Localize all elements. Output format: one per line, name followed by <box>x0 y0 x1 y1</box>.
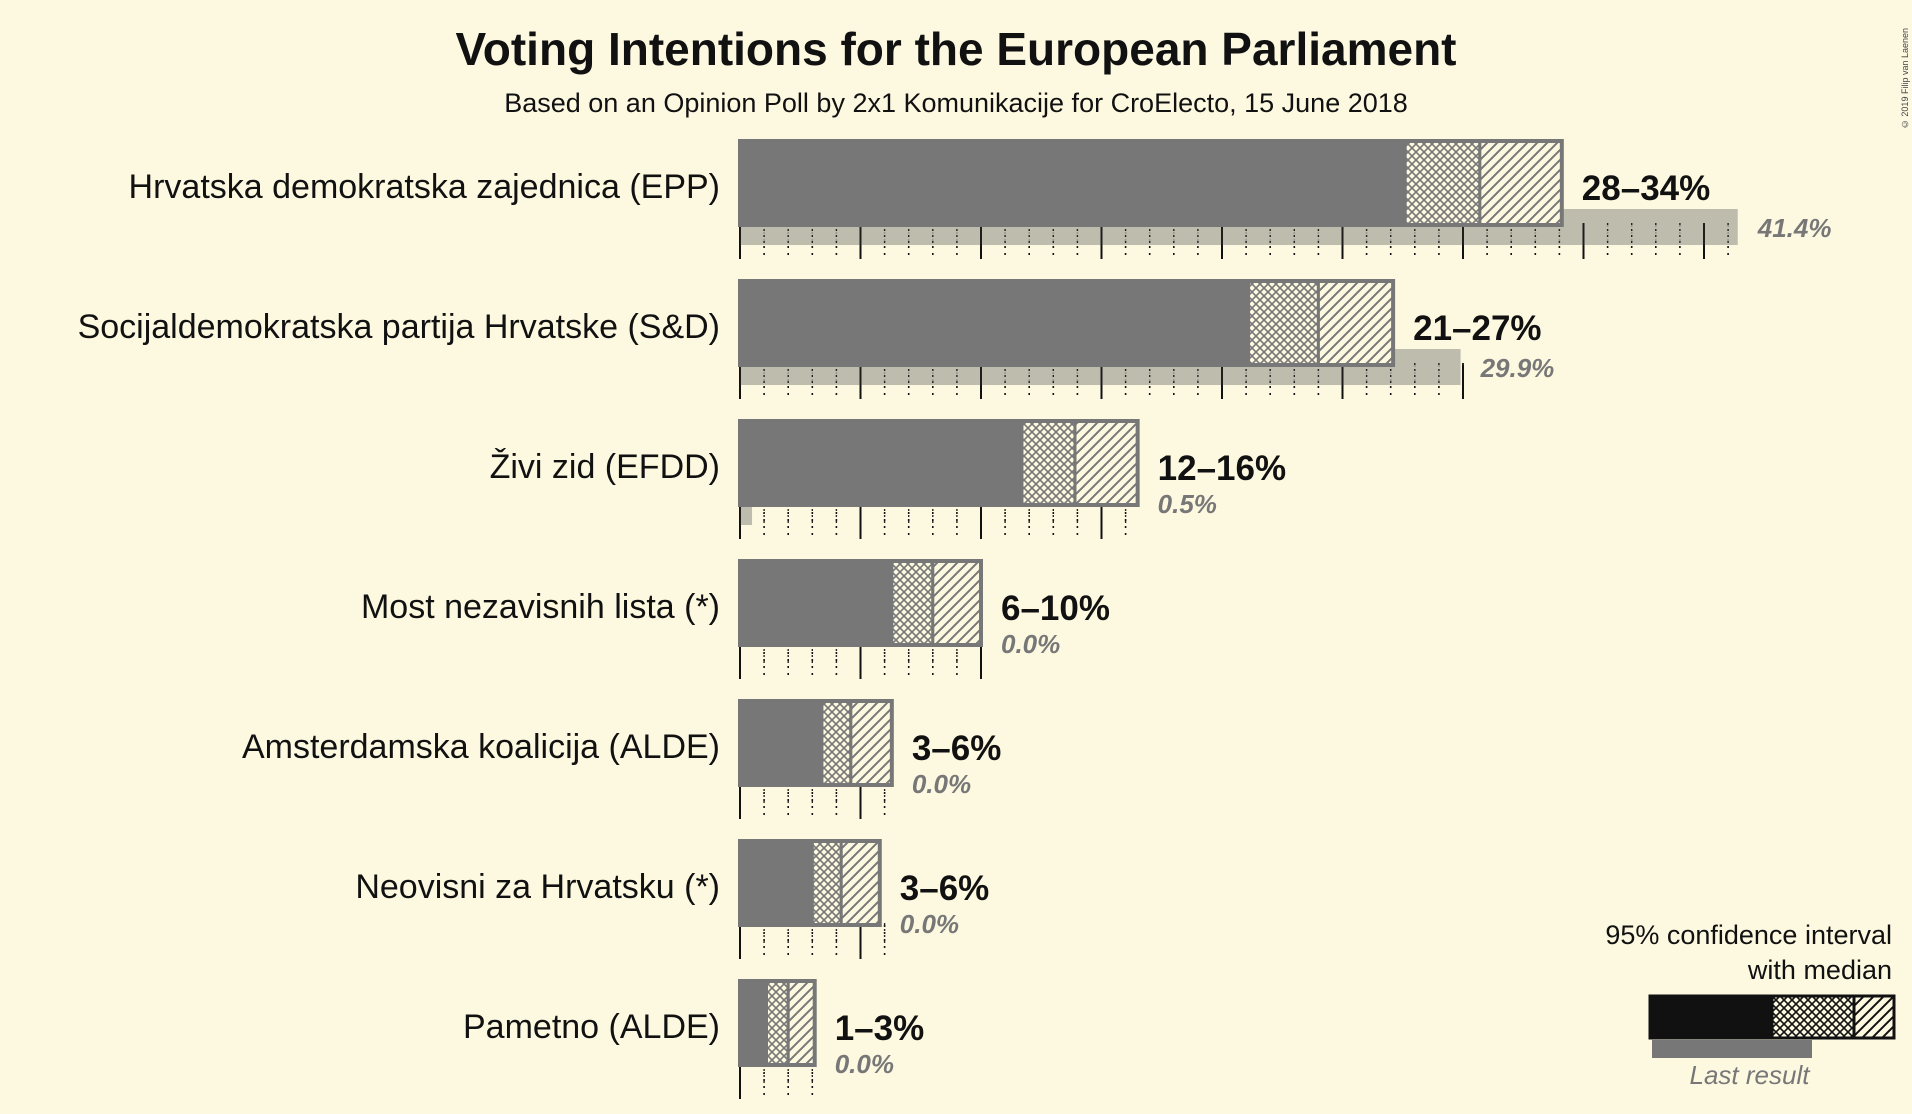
party-name-label: Pametno (ALDE) <box>463 1008 720 1046</box>
party-name-label: Most nezavisnih lista (*) <box>361 588 720 626</box>
bar-ci-lower <box>1403 139 1482 227</box>
party-name-label: Neovisni za Hrvatsku (*) <box>355 868 720 906</box>
range-label: 28–34% <box>1582 169 1710 208</box>
bar-ci-lower <box>1247 279 1320 367</box>
bar-ci-upper <box>839 839 882 927</box>
bar-ci-upper <box>1073 419 1140 507</box>
bar-solid <box>740 981 767 1065</box>
bar-outline <box>738 279 1396 367</box>
bar-ci-lower <box>1020 419 1077 507</box>
party-name-label: Amsterdamska koalicija (ALDE) <box>242 728 720 766</box>
party-name-label: Živi zid (EFDD) <box>490 448 720 486</box>
bar-ci-lower <box>810 839 843 927</box>
bar-outline <box>738 979 817 1067</box>
range-label: 6–10% <box>1001 589 1110 628</box>
legend <box>1648 994 1896 1058</box>
range-label: 12–16% <box>1158 449 1286 488</box>
range-label: 3–6% <box>912 729 1002 768</box>
legend-last-result-swatch <box>1652 1040 1812 1058</box>
bar-solid <box>740 281 1249 365</box>
party-rows: Hrvatska demokratska zajednica (EPP) 28–3… <box>78 139 1832 1099</box>
bar-outline <box>738 139 1564 227</box>
legend-bar-outline <box>1648 994 1896 1040</box>
party-row: Socijaldemokratska partija Hrvatske (S&D… <box>78 279 1555 399</box>
party-row: Amsterdamska koalicija (ALDE) 3–6%0.0% <box>242 699 1002 819</box>
party-name-label: Socijaldemokratska partija Hrvatske (S&D… <box>78 308 720 346</box>
legend-last-result-label: Last result <box>1689 1060 1810 1090</box>
bar-outline <box>738 419 1140 507</box>
last-result-label: 0.0% <box>1001 629 1060 659</box>
bar-ci-lower <box>890 559 935 647</box>
bar-solid <box>740 421 1022 505</box>
bar-ci-upper <box>786 979 817 1067</box>
party-row: Neovisni za Hrvatsku (*) 3–6%0.0% <box>355 839 990 959</box>
last-result-label: 0.0% <box>900 909 959 939</box>
legend-title-line1: 95% confidence interval <box>1605 920 1892 950</box>
party-row: Pametno (ALDE) 1–3%0.0% <box>463 979 925 1099</box>
legend-bar-crosshatch <box>1770 994 1856 1040</box>
bar-ci-lower <box>820 699 853 787</box>
range-label: 3–6% <box>900 869 990 908</box>
party-row: Živi zid (EFDD) 12–16%0.5% <box>490 419 1286 539</box>
legend-bar-solid <box>1650 996 1772 1038</box>
bar-ci-lower <box>765 979 790 1067</box>
bar-outline <box>738 839 882 927</box>
last-result-label: 0.5% <box>1158 489 1217 519</box>
bar-ci-upper <box>931 559 983 647</box>
bar-ci-upper <box>1316 279 1395 367</box>
bar-solid <box>740 841 813 925</box>
bar-solid <box>740 561 892 645</box>
bar-outline <box>738 699 894 787</box>
bar-solid <box>740 141 1406 225</box>
chart-subtitle: Based on an Opinion Poll by 2x1 Komunika… <box>504 88 1408 118</box>
party-row: Hrvatska demokratska zajednica (EPP) 28–3… <box>129 139 1832 259</box>
bar-solid <box>740 701 822 785</box>
last-result-label: 41.4% <box>1757 213 1832 243</box>
legend-title: 95% confidence interval with median <box>1532 918 1892 988</box>
last-result-label: 29.9% <box>1480 353 1555 383</box>
bar-outline <box>738 559 983 647</box>
bar-ci-upper <box>1478 139 1564 227</box>
range-label: 1–3% <box>835 1009 925 1048</box>
party-row: Most nezavisnih lista (*) 6–10%0.0% <box>361 559 1110 679</box>
last-result-label: 0.0% <box>912 769 971 799</box>
range-label: 21–27% <box>1413 309 1541 348</box>
chart-title: Voting Intentions for the European Parli… <box>455 23 1457 75</box>
party-name-label: Hrvatska demokratska zajednica (EPP) <box>129 168 720 206</box>
last-result-label: 0.0% <box>835 1049 894 1079</box>
legend-title-line2: with median <box>1747 955 1892 985</box>
legend-bar-hatch <box>1852 994 1896 1040</box>
bar-ci-upper <box>849 699 894 787</box>
